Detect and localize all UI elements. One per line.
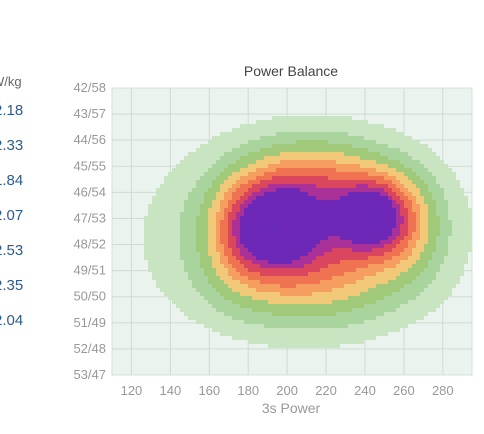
chart-title: Power Balance bbox=[244, 63, 338, 79]
y-tick-label: 48/52 bbox=[73, 237, 106, 252]
y-tick-label: 53/47 bbox=[73, 367, 106, 382]
x-tick-label: 160 bbox=[198, 383, 220, 398]
y-tick-label: 50/50 bbox=[73, 289, 106, 304]
y-tick-label: 46/54 bbox=[73, 184, 106, 199]
x-tick-label: 140 bbox=[160, 383, 182, 398]
left-value-4: 2.07 bbox=[0, 207, 24, 224]
left-column-header: W/kg bbox=[0, 74, 22, 89]
left-stats-column: W/kg 2.18 2.33 1.84 2.07 2.53 2.35 2.04 bbox=[0, 0, 40, 434]
y-tick-label: 51/49 bbox=[73, 315, 106, 330]
y-tick-label: 45/55 bbox=[73, 158, 106, 173]
left-value-6: 2.35 bbox=[0, 277, 24, 294]
y-tick-label: 47/53 bbox=[73, 210, 106, 225]
x-tick-label: 220 bbox=[315, 383, 337, 398]
left-value-1: 2.18 bbox=[0, 102, 24, 119]
density-peak-1 bbox=[267, 220, 280, 233]
left-value-2: 2.33 bbox=[0, 137, 24, 154]
contour-layer bbox=[144, 116, 472, 348]
x-tick-label: 120 bbox=[121, 383, 143, 398]
y-tick-label: 49/51 bbox=[73, 263, 106, 278]
left-value-5: 2.53 bbox=[0, 242, 24, 259]
left-value-7: 2.04 bbox=[0, 312, 24, 329]
contour-level-9 bbox=[240, 188, 396, 264]
y-tick-label: 44/56 bbox=[73, 132, 106, 147]
y-axis-ticks: 42/58 43/57 44/56 45/55 46/54 47/53 48/52 49/51… bbox=[73, 80, 106, 382]
density-peak-2 bbox=[364, 209, 377, 222]
y-tick-label: 42/58 bbox=[73, 80, 106, 95]
x-tick-label: 180 bbox=[237, 383, 259, 398]
x-tick-label: 240 bbox=[354, 383, 376, 398]
x-tick-label: 280 bbox=[432, 383, 454, 398]
plot-border bbox=[111, 87, 473, 376]
x-tick-label: 260 bbox=[393, 383, 415, 398]
left-value-3: 1.84 bbox=[0, 172, 24, 189]
x-axis-ticks: 120 140 160 180 200 220 240 260 280 bbox=[121, 383, 454, 398]
x-tick-label: 200 bbox=[276, 383, 298, 398]
x-axis-title: 3s Power bbox=[262, 400, 321, 416]
y-tick-label: 43/57 bbox=[73, 106, 106, 121]
y-tick-label: 52/48 bbox=[73, 341, 106, 356]
